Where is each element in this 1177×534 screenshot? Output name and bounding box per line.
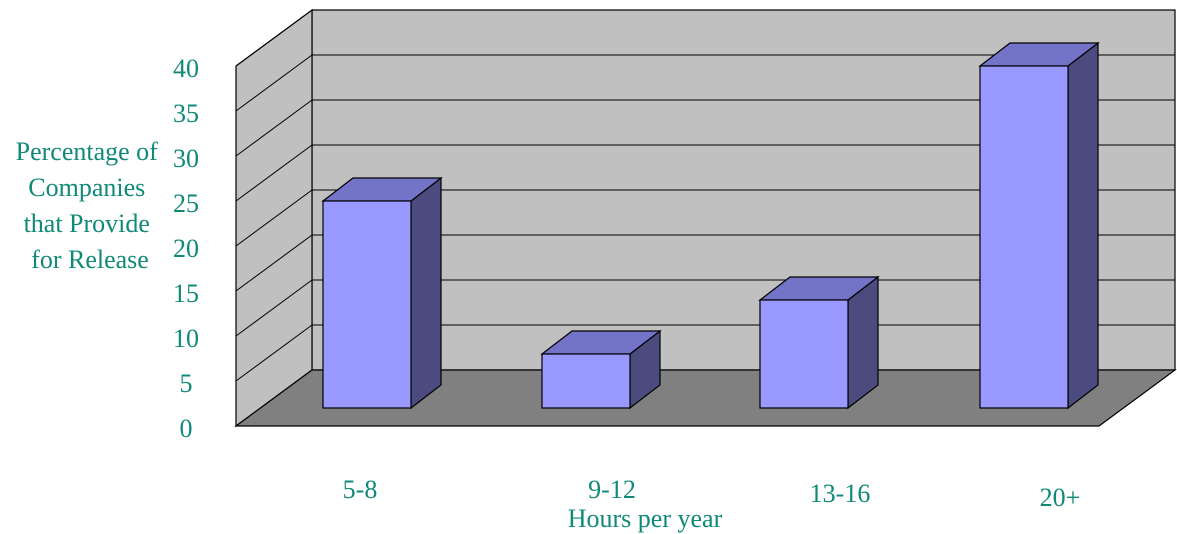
y-axis-label-line-2: Companies — [28, 173, 145, 202]
y-tick-label: 25 — [173, 189, 199, 218]
bar — [321, 176, 443, 410]
gridline-side — [235, 234, 313, 292]
bars — [321, 41, 1100, 410]
y-tick-label: 5 — [180, 369, 193, 398]
category-label: 5-8 — [343, 475, 378, 504]
category-labels: 5-8 9-12 13-16 20+ — [343, 475, 1081, 512]
bar — [758, 275, 880, 410]
y-tick-label: 10 — [173, 324, 199, 353]
bar-front — [322, 200, 412, 409]
gridline-side — [235, 9, 313, 67]
gridline-side — [235, 99, 313, 157]
y-tick-label: 35 — [173, 99, 199, 128]
y-tick-labels: 0 5 10 15 20 25 30 35 40 — [173, 54, 199, 443]
y-tick-label: 20 — [173, 234, 199, 263]
y-axis-label: Percentage of Companies that Provide for… — [16, 137, 165, 274]
gridline-side — [235, 279, 313, 337]
y-tick-label: 0 — [180, 414, 193, 443]
category-label: 9-12 — [588, 475, 636, 504]
y-axis-label-line-3: that Provide — [24, 209, 150, 238]
bar — [978, 41, 1100, 410]
bar — [540, 329, 662, 410]
category-label: 20+ — [1040, 483, 1081, 512]
bar-front — [759, 299, 849, 409]
y-axis-label-line-1: Percentage of — [16, 137, 159, 166]
bar-side — [410, 176, 442, 410]
bar-front — [541, 353, 631, 409]
y-tick-label: 15 — [173, 279, 199, 308]
y-axis-label-line-4: for Release — [31, 245, 149, 274]
gridline-side — [235, 54, 313, 112]
y-tick-label: 40 — [173, 54, 199, 83]
bar-front — [979, 65, 1069, 409]
y-tick-label: 30 — [173, 144, 199, 173]
bar-side — [1067, 41, 1099, 410]
gridline-side — [235, 324, 313, 382]
gridline-side — [235, 189, 313, 247]
category-label: 13-16 — [810, 479, 871, 508]
x-axis-label: Hours per year — [568, 504, 723, 533]
floor — [234, 369, 1177, 427]
gridline-side — [235, 144, 313, 202]
